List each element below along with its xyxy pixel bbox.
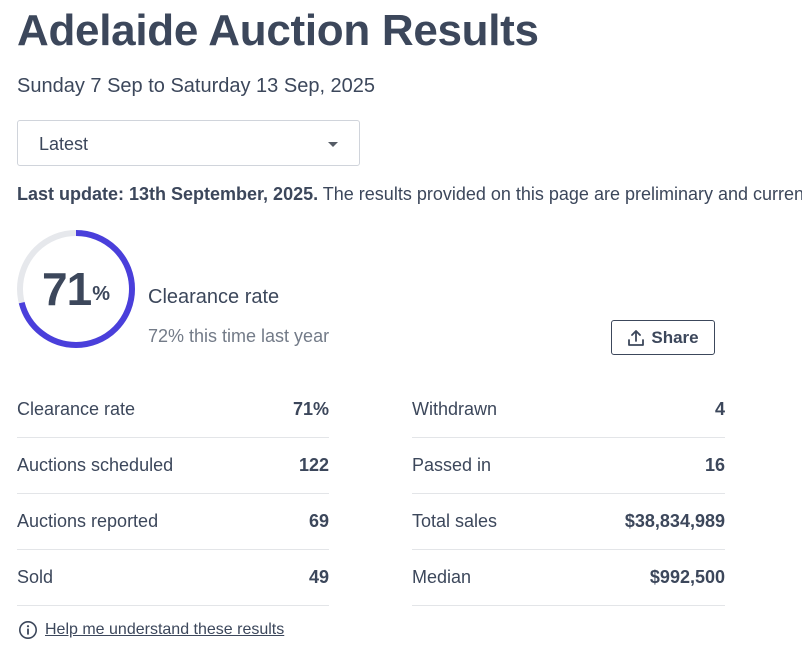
stat-row-withdrawn: Withdrawn 4 [412, 382, 725, 438]
stat-value: 71% [292, 399, 329, 419]
stat-row-sold: Sold 49 [17, 550, 329, 606]
stat-row-auctions-scheduled: Auctions scheduled 122 [17, 438, 329, 494]
stat-label: Median [412, 567, 472, 587]
stat-value: $38,834,989 [624, 511, 725, 531]
stat-value: $992,500 [649, 567, 725, 587]
stat-label: Total sales [412, 511, 498, 531]
clearance-ring [17, 230, 135, 348]
stat-label: Auctions scheduled [17, 455, 174, 475]
stat-row-clearance-rate: Clearance rate 71% [17, 382, 329, 438]
week-select-dropdown[interactable]: Latest [17, 120, 360, 166]
stat-value: 16 [704, 455, 725, 475]
stat-value: 4 [714, 399, 725, 419]
last-update-date: Last update: 13th September, 2025. [17, 184, 319, 204]
stat-row-passed-in: Passed in 16 [412, 438, 725, 494]
stats-left-column: Clearance rate 71% Auctions scheduled 12… [17, 382, 329, 606]
stat-label: Clearance rate [17, 399, 136, 419]
clearance-rate-number: 71 [42, 263, 92, 315]
stat-value: 69 [308, 511, 329, 531]
stat-value: 122 [298, 455, 329, 475]
info-icon [19, 621, 37, 639]
stat-row-total-sales: Total sales $38,834,989 [412, 494, 725, 550]
share-upload-icon [628, 329, 645, 346]
clearance-ring-arc [17, 230, 135, 348]
stat-label: Auctions reported [17, 511, 159, 531]
help-link-label: Help me understand these results [45, 621, 285, 638]
clearance-ring-label: 71% [15, 228, 137, 350]
stat-label: Withdrawn [412, 399, 498, 419]
stats-right-column: Withdrawn 4 Passed in 16 Total sales $38… [412, 382, 725, 606]
clearance-rate-percent-sign: % [92, 282, 110, 305]
stat-label: Passed in [412, 455, 492, 475]
page-title: Adelaide Auction Results [17, 6, 539, 55]
stat-row-auctions-reported: Auctions reported 69 [17, 494, 329, 550]
stat-value: 49 [308, 567, 329, 587]
clearance-rate-label: Clearance rate [148, 286, 280, 308]
help-understand-results-link[interactable]: Help me understand these results [18, 620, 284, 640]
last-update-notice: Last update: 13th September, 2025. The r… [17, 184, 802, 205]
stat-row-median: Median $992,500 [412, 550, 725, 606]
clearance-rate-last-year: 72% this time last year [148, 326, 330, 346]
share-button[interactable]: Share [611, 320, 715, 355]
share-button-label: Share [651, 327, 699, 347]
week-select-value: Latest [39, 134, 89, 154]
caret-down-icon [328, 142, 338, 147]
stat-label: Sold [17, 567, 54, 587]
date-range: Sunday 7 Sep to Saturday 13 Sep, 2025 [17, 75, 376, 97]
last-update-text: The results provided on this page are pr… [322, 184, 802, 204]
